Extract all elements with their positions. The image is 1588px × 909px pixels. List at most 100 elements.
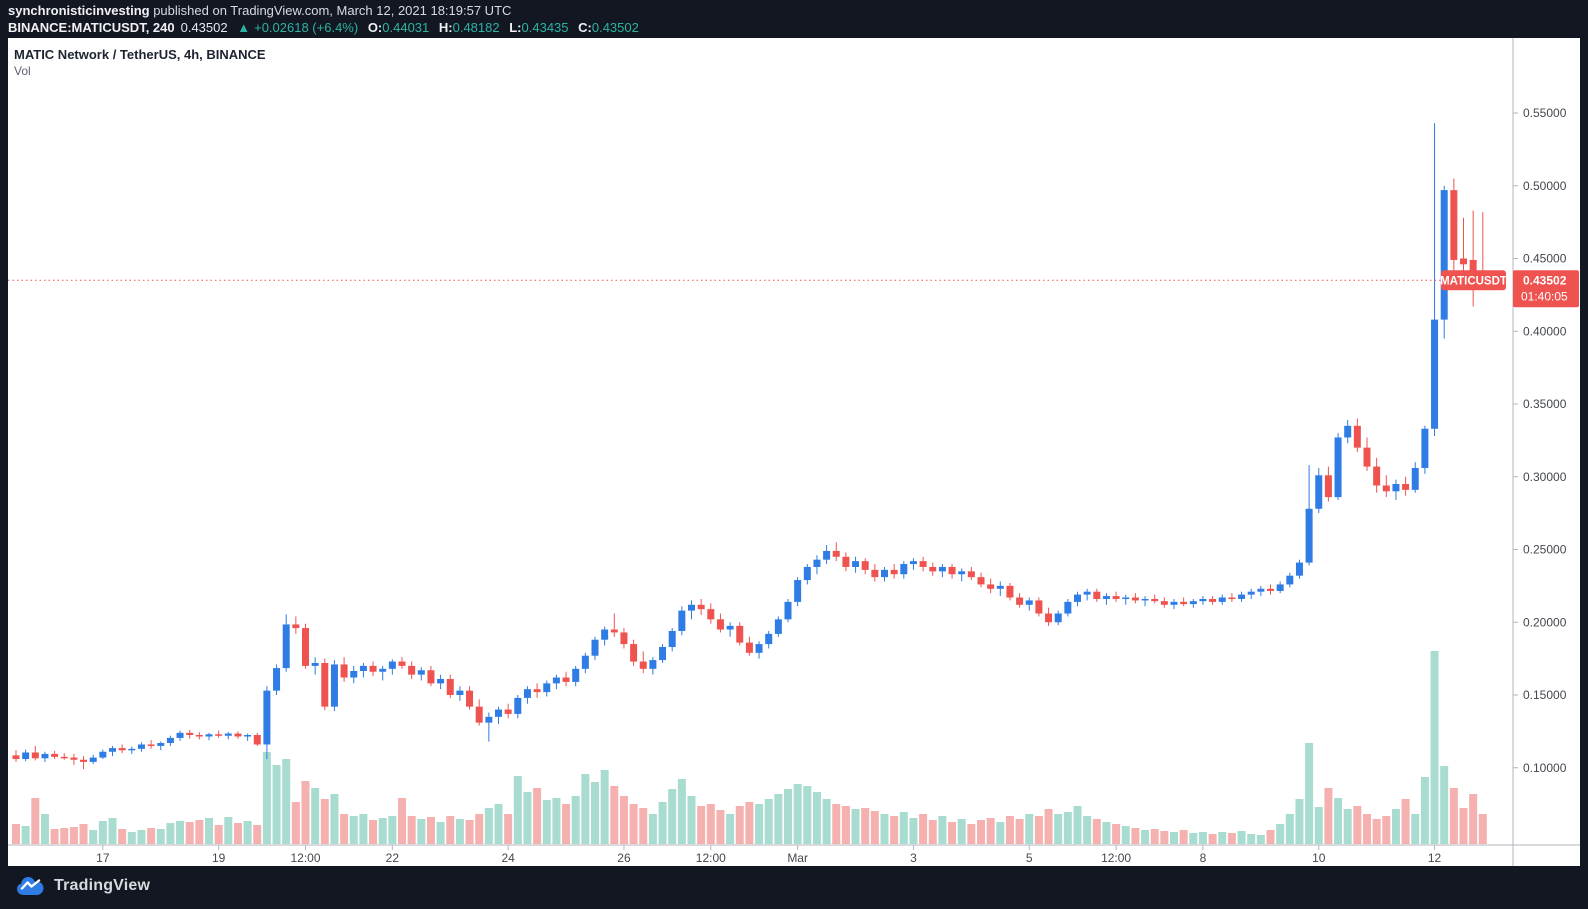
volume-bar <box>243 821 252 844</box>
candle <box>861 558 869 575</box>
volume-bar <box>1440 766 1449 844</box>
volume-bar <box>147 828 156 844</box>
price-tick-label: 0.50000 <box>1523 179 1567 193</box>
low-value: 0.43435 <box>521 20 569 35</box>
candlestick-series <box>12 123 1487 770</box>
price-tick-label: 0.20000 <box>1523 615 1567 629</box>
candle <box>1363 437 1371 471</box>
time-tick-label: 19 <box>212 851 226 865</box>
candle <box>938 564 946 578</box>
candle <box>195 732 203 740</box>
volume-bar <box>205 818 213 844</box>
close-value: 0.43502 <box>591 20 639 35</box>
volume-bar <box>1170 832 1178 844</box>
candle <box>552 674 560 690</box>
candle <box>736 622 744 646</box>
symbol-status-line: BINANCE:MATICUSDT, 240 0.43502 ▲ +0.02618 … <box>8 20 639 36</box>
close-label: C: <box>578 20 592 35</box>
tradingview-brand-link[interactable]: TradingView <box>16 874 150 898</box>
candle <box>1295 559 1303 579</box>
price-tick-label: 0.45000 <box>1523 252 1567 266</box>
volume-bar <box>1382 816 1391 844</box>
candle <box>273 664 281 695</box>
candle <box>253 732 261 746</box>
volume-bar <box>185 822 194 844</box>
candle <box>1411 462 1419 493</box>
price-scale[interactable]: 0.55000 0.50000 0.45000 0.40000 0.35000 0.300… <box>1512 38 1580 866</box>
volume-bar <box>349 816 358 844</box>
candle <box>157 741 165 751</box>
time-tick-label: 22 <box>386 851 400 865</box>
volume-bar <box>1034 816 1043 844</box>
candlestick-chart[interactable]: 0.55000 0.50000 0.45000 0.40000 0.35000 0.300… <box>8 38 1580 866</box>
candle <box>630 639 638 666</box>
candle <box>948 564 956 579</box>
change-up-icon: ▲ <box>237 20 251 35</box>
volume-bar <box>224 817 233 844</box>
volume-bar <box>233 823 242 844</box>
candle <box>1045 607 1053 626</box>
price-tick-label: 0.30000 <box>1523 470 1567 484</box>
volume-bar <box>1237 831 1246 844</box>
volume-bar <box>629 804 638 844</box>
volume-bar <box>340 814 349 844</box>
candle <box>292 616 300 634</box>
volume-bar <box>1334 798 1343 844</box>
candle <box>1334 433 1342 501</box>
legend-symbol-title[interactable]: MATIC Network / TetherUS, 4h, BINANCE <box>14 47 266 62</box>
volume-bar <box>1363 814 1371 844</box>
candle <box>1382 475 1390 498</box>
volume-bar <box>1285 814 1294 844</box>
candle <box>1431 123 1439 437</box>
candle <box>456 686 464 701</box>
volume-bar <box>658 802 667 844</box>
candle <box>716 613 724 633</box>
high-value: 0.48182 <box>452 20 500 35</box>
candle <box>118 744 126 754</box>
axis-price-value: 0.43502 <box>1523 273 1567 287</box>
candle <box>871 564 879 582</box>
candle <box>745 636 753 656</box>
candle <box>1170 598 1178 610</box>
volume-bar <box>697 806 706 844</box>
volume-bar <box>359 814 368 844</box>
attribution-text: published on TradingView.com, March 12, … <box>149 3 512 18</box>
volume-bar <box>755 804 764 844</box>
candle <box>1083 588 1091 601</box>
chart-panel[interactable]: MATIC Network / TetherUS, 4h, BINANCE Vo… <box>8 38 1580 866</box>
volume-bar <box>12 824 20 844</box>
volume-bar <box>938 816 947 844</box>
volume-bar <box>948 822 957 844</box>
legend-volume-indicator[interactable]: Vol <box>14 64 31 78</box>
candle <box>263 686 271 760</box>
author-name: synchronisticinvesting <box>8 3 150 18</box>
volume-bar <box>60 828 69 844</box>
volume-bar <box>793 784 802 844</box>
volume-bar <box>1198 832 1207 844</box>
volume-bar <box>1401 799 1410 844</box>
candle <box>852 556 860 573</box>
candle <box>659 644 667 663</box>
candle <box>688 600 695 620</box>
time-tick-label: 12:00 <box>696 851 726 865</box>
volume-bar <box>1314 807 1323 844</box>
volume-bar <box>89 830 98 844</box>
volume-bar <box>928 820 937 844</box>
volume-bar <box>320 799 329 844</box>
candle <box>128 746 136 754</box>
volume-bar <box>851 809 860 844</box>
candle <box>1469 210 1477 307</box>
candle <box>697 598 705 615</box>
volume-bar <box>909 818 918 844</box>
volume-bar <box>455 819 464 844</box>
time-scale[interactable]: 17 19 12:00 22 24 26 12:00 Mar 3 5 12:00 8 10 12 <box>8 844 1580 865</box>
volume-bar <box>156 829 165 844</box>
time-tick-label: 10 <box>1312 851 1326 865</box>
volume-bar <box>571 796 580 844</box>
volume-bar <box>214 825 223 844</box>
candle <box>176 730 184 741</box>
volume-bar <box>639 808 648 844</box>
candle <box>929 562 937 576</box>
volume-bar <box>40 814 49 844</box>
candle <box>543 680 551 697</box>
